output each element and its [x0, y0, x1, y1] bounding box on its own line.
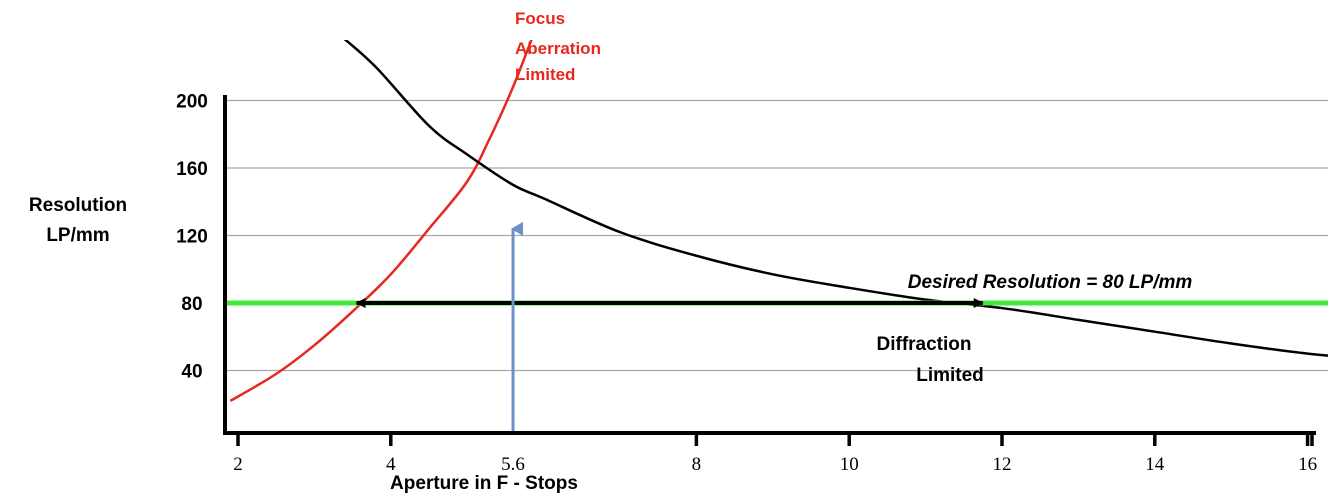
y-tick-label-120: 120	[176, 227, 208, 248]
x-tick-label-8: 8	[692, 454, 702, 475]
axes: 40 80 120 160 200 2 4 5.6 8 10 12 14 16	[176, 92, 1317, 476]
focus-label-line1: Focus	[515, 9, 565, 28]
y-tick-label-80: 80	[181, 294, 202, 315]
y-axis-title-line1: Resolution	[29, 195, 127, 216]
desired-resolution-label: Desired Resolution = 80 LP/mm	[908, 272, 1193, 293]
x-tick-label-16: 16	[1298, 454, 1317, 475]
gridlines	[225, 99, 1328, 372]
y-tick-label-160: 160	[176, 159, 208, 180]
y-tick-label-200: 200	[176, 92, 208, 113]
focus-curve	[229, 40, 533, 402]
focus-label-line2: Aberration	[515, 39, 601, 58]
diffraction-curve	[343, 40, 1328, 357]
diffraction-label-line2: Limited	[916, 365, 984, 386]
x-tick-label-4: 4	[386, 454, 396, 475]
y-axis-title-line2: LP/mm	[46, 225, 109, 246]
labels: Resolution LP/mm Aperture in F - Stops D…	[29, 9, 1192, 494]
x-tick-label-14: 14	[1145, 454, 1165, 475]
x-tick-label-10: 10	[840, 454, 859, 475]
focus-label-line3: Limited	[515, 65, 575, 84]
diffraction-label-line1: Diffraction	[877, 334, 972, 355]
x-tick-label-5.6: 5.6	[501, 454, 525, 475]
overlays	[225, 221, 1328, 433]
x-axis-title: Aperture in F - Stops	[390, 473, 578, 494]
curves	[229, 40, 1328, 402]
x-tick-label-2: 2	[233, 454, 243, 475]
y-tick-label-40: 40	[181, 362, 202, 383]
x-tick-label-12: 12	[993, 454, 1012, 475]
